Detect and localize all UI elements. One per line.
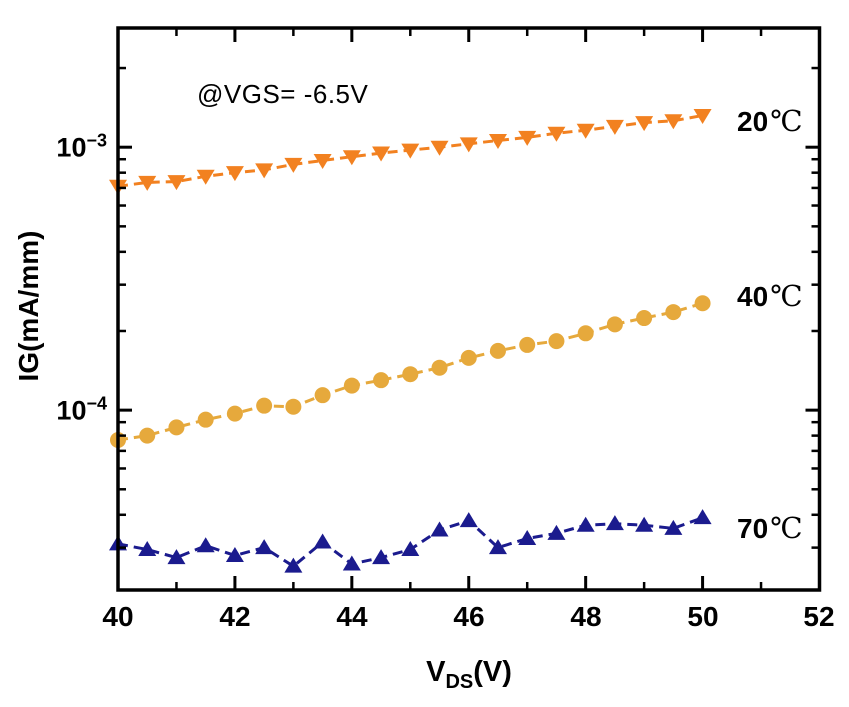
data-point-marker bbox=[139, 427, 156, 444]
y-tick-label-1e-4: 10−4 bbox=[56, 394, 107, 427]
data-point-marker bbox=[196, 169, 215, 185]
data-point-marker bbox=[342, 150, 361, 166]
data-point-marker bbox=[547, 524, 566, 540]
y-axis-label: IG(mA/mm) bbox=[13, 230, 44, 382]
data-point-marker bbox=[401, 143, 420, 159]
x-tick-label-42: 42 bbox=[219, 601, 251, 632]
data-point-marker bbox=[167, 549, 186, 565]
data-point-marker bbox=[284, 157, 303, 173]
data-point-marker bbox=[256, 397, 273, 414]
data-point-marker bbox=[518, 130, 537, 146]
data-point-marker bbox=[343, 377, 360, 394]
data-point-marker bbox=[226, 405, 243, 422]
data-point-marker bbox=[138, 541, 157, 557]
data-point-marker bbox=[548, 333, 565, 350]
data-point-marker bbox=[606, 316, 623, 333]
series-label-value: 70 bbox=[737, 513, 769, 544]
x-tick-label-50: 50 bbox=[687, 601, 719, 632]
y-tick-label-1e-3: 10−3 bbox=[56, 131, 107, 164]
y-tick-exponent: −3 bbox=[86, 130, 107, 151]
data-point-marker bbox=[373, 372, 390, 389]
data-point-marker bbox=[255, 539, 274, 555]
x-tick-label-52: 52 bbox=[803, 601, 835, 632]
series-label-value: 40 bbox=[737, 281, 769, 312]
degree-celsius-sign: ℃ bbox=[770, 511, 803, 545]
data-point-marker bbox=[459, 137, 478, 153]
degree-celsius-sign: ℃ bbox=[770, 279, 803, 313]
series-40c bbox=[110, 295, 711, 448]
data-point-marker bbox=[518, 529, 537, 545]
data-point-marker bbox=[167, 175, 186, 191]
x-axis-label-subscript: DS bbox=[445, 671, 474, 693]
data-point-marker bbox=[197, 411, 214, 428]
x-tick-label-40: 40 bbox=[102, 601, 134, 632]
y-tick-base: 10 bbox=[56, 395, 87, 426]
data-point-marker bbox=[138, 175, 157, 191]
x-axis-label-main: V bbox=[426, 656, 446, 688]
data-point-marker bbox=[372, 146, 391, 162]
data-point-marker bbox=[196, 537, 215, 553]
data-point-marker bbox=[314, 387, 331, 404]
data-point-marker bbox=[636, 310, 653, 327]
data-point-marker bbox=[430, 521, 449, 537]
degree-celsius-sign: ℃ bbox=[770, 104, 803, 138]
x-tick-label-48: 48 bbox=[570, 601, 602, 632]
data-point-marker bbox=[372, 549, 391, 565]
data-point-marker bbox=[635, 516, 654, 532]
series-line-40c bbox=[117, 301, 704, 442]
data-point-marker bbox=[576, 516, 595, 532]
axes bbox=[116, 26, 822, 592]
x-axis-label-unit: (V) bbox=[473, 656, 512, 688]
data-point-marker bbox=[694, 295, 711, 312]
series-label-value: 20 bbox=[737, 106, 769, 137]
x-tick-label-46: 46 bbox=[453, 601, 485, 632]
axes-frame bbox=[116, 26, 822, 592]
data-point-marker bbox=[605, 515, 624, 531]
data-point-marker bbox=[313, 154, 332, 170]
data-point-marker bbox=[635, 116, 654, 132]
data-point-marker bbox=[460, 349, 477, 366]
data-point-marker bbox=[665, 304, 682, 321]
data-point-marker bbox=[401, 541, 420, 557]
data-point-marker bbox=[488, 539, 507, 555]
data-point-marker bbox=[488, 134, 507, 150]
data-point-marker bbox=[489, 342, 506, 359]
data-point-marker bbox=[225, 547, 244, 563]
data-point-marker bbox=[342, 555, 361, 571]
series-label-70c: 70℃ bbox=[737, 511, 803, 545]
y-tick-exponent: −4 bbox=[86, 393, 107, 414]
data-point-marker bbox=[664, 114, 683, 130]
data-point-marker bbox=[459, 512, 478, 528]
x-tick-label-44: 44 bbox=[336, 601, 368, 632]
data-point-marker bbox=[547, 126, 566, 142]
data-point-marker bbox=[313, 533, 332, 549]
x-axis-label: VDS(V) bbox=[426, 656, 512, 694]
series-70c bbox=[109, 509, 712, 573]
data-point-marker bbox=[225, 166, 244, 182]
series-20c bbox=[109, 108, 712, 195]
data-point-marker bbox=[605, 119, 624, 135]
data-point-marker bbox=[255, 163, 274, 179]
data-point-marker bbox=[402, 366, 419, 383]
y-tick-base: 10 bbox=[56, 132, 87, 163]
vgs-annotation: @VGS= -6.5V bbox=[197, 79, 369, 109]
series-label-20c: 20℃ bbox=[737, 104, 803, 138]
data-point-marker bbox=[168, 419, 185, 436]
data-point-marker bbox=[284, 557, 303, 573]
data-point-marker bbox=[430, 140, 449, 156]
data-point-marker bbox=[693, 509, 712, 525]
data-point-marker bbox=[431, 359, 448, 376]
data-point-marker bbox=[693, 108, 712, 124]
series-label-40c: 40℃ bbox=[737, 279, 803, 313]
data-point-marker bbox=[664, 519, 683, 535]
data-point-marker bbox=[519, 336, 536, 353]
data-point-marker bbox=[576, 123, 595, 139]
data-point-marker bbox=[577, 325, 594, 342]
data-point-marker bbox=[285, 398, 302, 415]
